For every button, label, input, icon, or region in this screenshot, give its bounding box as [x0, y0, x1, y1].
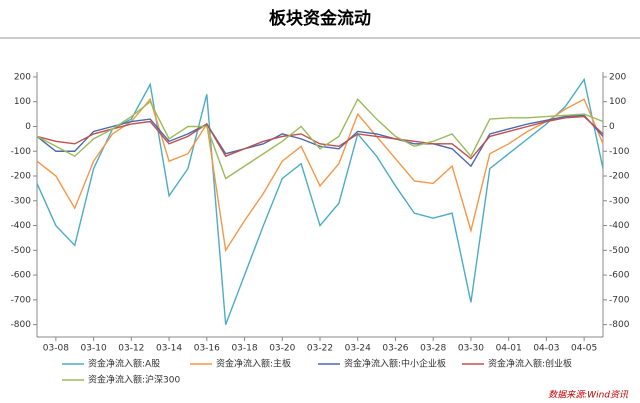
- x-tick-label: 03-08: [43, 344, 69, 354]
- series-line: [36, 97, 604, 253]
- x-tick-label: 03-16: [194, 344, 220, 354]
- y-tick-label: 0: [25, 122, 31, 132]
- y-tick-label: -800: [11, 320, 32, 330]
- y-tick-label: 100: [14, 97, 31, 107]
- y-tick-label: -700: [11, 295, 32, 305]
- x-tick-label: 04-01: [496, 344, 522, 354]
- x-tick-label: 04-05: [571, 344, 597, 354]
- source-note: 数据来源:Wind资讯: [548, 390, 629, 401]
- y-tick-label: 200: [14, 72, 31, 82]
- series-line: [36, 115, 604, 160]
- y2-tick-label: 100: [609, 97, 626, 107]
- y-tick-label: -500: [11, 246, 32, 256]
- x-tick-label: 03-26: [382, 344, 408, 354]
- y2-tick-label: 200: [609, 72, 626, 82]
- y-tick-label: -300: [11, 196, 32, 206]
- legend-label: 资金净流入额:沪深300: [88, 374, 180, 386]
- x-tick-label: 03-20: [269, 344, 295, 354]
- y2-tick-label: -200: [609, 172, 630, 182]
- chart-title: 板块资金流动: [269, 8, 371, 29]
- y2-tick-label: -300: [609, 196, 630, 206]
- x-tick-label: 03-28: [420, 344, 446, 354]
- y2-tick-label: -100: [609, 147, 630, 157]
- x-tick-label: 04-03: [533, 344, 559, 354]
- y-tick-label: -200: [11, 172, 32, 182]
- x-tick-label: 03-22: [307, 344, 333, 354]
- series-line: [36, 98, 604, 180]
- series-line: [36, 114, 604, 168]
- legend-label: 资金净流入额:主板: [216, 358, 291, 370]
- legend-label: 资金净流入额:创业板: [488, 358, 572, 370]
- x-tick-label: 03-12: [118, 344, 144, 354]
- y-tick-label: -100: [11, 147, 32, 157]
- x-tick-label: 03-18: [231, 344, 257, 354]
- legend-label: 资金净流入额:中小企业板: [344, 358, 446, 370]
- y2-tick-label: -800: [609, 320, 630, 330]
- x-tick-label: 03-14: [156, 344, 182, 354]
- y2-tick-label: -400: [609, 221, 630, 231]
- y-tick-label: -400: [11, 221, 32, 231]
- y2-tick-label: -700: [609, 295, 630, 305]
- y-tick-label: -600: [11, 271, 32, 281]
- series-line: [36, 77, 604, 325]
- legend-label: 资金净流入额:A股: [88, 358, 160, 370]
- x-tick-label: 03-30: [458, 344, 484, 354]
- y2-tick-label: -500: [609, 246, 630, 256]
- y2-tick-label: -600: [609, 271, 630, 281]
- x-tick-label: 03-24: [345, 344, 371, 354]
- y2-tick-label: 0: [609, 122, 615, 132]
- x-tick-label: 03-10: [81, 344, 107, 354]
